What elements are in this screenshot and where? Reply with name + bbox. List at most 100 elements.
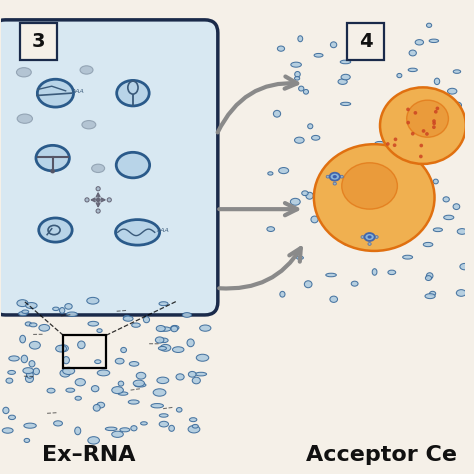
Bar (64, 336, 106, 368)
Ellipse shape (17, 114, 33, 123)
Ellipse shape (340, 60, 351, 64)
Ellipse shape (39, 218, 72, 242)
Ellipse shape (24, 423, 36, 428)
Ellipse shape (2, 428, 13, 433)
Ellipse shape (116, 219, 160, 245)
Ellipse shape (97, 370, 110, 376)
Ellipse shape (386, 142, 390, 146)
Ellipse shape (273, 110, 281, 117)
Ellipse shape (195, 372, 207, 376)
Ellipse shape (171, 326, 179, 330)
Ellipse shape (159, 338, 168, 343)
Ellipse shape (192, 377, 201, 384)
Ellipse shape (97, 402, 105, 408)
Ellipse shape (306, 192, 313, 199)
Ellipse shape (453, 102, 462, 108)
FancyBboxPatch shape (347, 23, 384, 60)
Text: Ex–RNA: Ex–RNA (42, 445, 136, 465)
Ellipse shape (151, 403, 164, 408)
Ellipse shape (432, 121, 436, 125)
Ellipse shape (18, 311, 27, 316)
Ellipse shape (158, 346, 166, 350)
Ellipse shape (136, 372, 146, 379)
Ellipse shape (436, 107, 439, 110)
Ellipse shape (340, 175, 343, 178)
Ellipse shape (407, 100, 448, 137)
Ellipse shape (296, 256, 303, 259)
Ellipse shape (87, 297, 99, 304)
Ellipse shape (29, 361, 35, 367)
FancyArrowPatch shape (219, 203, 297, 215)
Ellipse shape (24, 438, 30, 442)
Ellipse shape (182, 313, 191, 317)
Ellipse shape (341, 214, 347, 218)
Ellipse shape (429, 39, 438, 43)
Ellipse shape (406, 108, 410, 111)
Ellipse shape (437, 145, 446, 150)
Ellipse shape (118, 392, 128, 395)
Ellipse shape (188, 426, 200, 433)
FancyBboxPatch shape (0, 20, 218, 315)
Ellipse shape (129, 362, 139, 366)
Ellipse shape (425, 275, 431, 281)
Ellipse shape (267, 227, 274, 231)
Ellipse shape (80, 66, 93, 74)
Ellipse shape (460, 264, 469, 270)
Ellipse shape (326, 273, 337, 277)
Ellipse shape (365, 223, 375, 227)
Ellipse shape (388, 270, 396, 274)
Ellipse shape (123, 315, 130, 320)
Ellipse shape (91, 164, 105, 173)
Ellipse shape (176, 408, 182, 412)
Ellipse shape (88, 321, 99, 326)
Ellipse shape (159, 414, 168, 417)
Ellipse shape (420, 146, 426, 151)
Ellipse shape (427, 273, 433, 279)
Ellipse shape (291, 198, 300, 205)
Ellipse shape (155, 337, 164, 343)
Ellipse shape (200, 325, 211, 331)
Ellipse shape (311, 216, 318, 223)
Ellipse shape (396, 131, 402, 137)
Ellipse shape (75, 396, 82, 400)
Ellipse shape (415, 40, 424, 45)
Ellipse shape (93, 404, 100, 411)
Ellipse shape (422, 129, 425, 133)
Ellipse shape (291, 62, 301, 67)
Ellipse shape (393, 143, 396, 147)
Ellipse shape (78, 341, 85, 349)
Ellipse shape (367, 236, 372, 238)
Ellipse shape (302, 191, 308, 196)
Ellipse shape (36, 146, 69, 171)
Ellipse shape (75, 427, 81, 435)
Ellipse shape (112, 387, 123, 393)
Ellipse shape (176, 374, 184, 380)
Ellipse shape (330, 296, 337, 302)
Ellipse shape (63, 367, 75, 374)
Ellipse shape (308, 124, 313, 129)
Ellipse shape (60, 369, 70, 377)
Ellipse shape (50, 169, 55, 173)
Ellipse shape (47, 388, 55, 393)
Ellipse shape (121, 347, 127, 353)
Ellipse shape (333, 175, 337, 178)
Ellipse shape (33, 368, 39, 374)
Ellipse shape (117, 81, 149, 106)
Ellipse shape (26, 302, 37, 309)
Ellipse shape (268, 172, 273, 175)
Ellipse shape (159, 302, 168, 306)
Ellipse shape (159, 421, 169, 427)
Ellipse shape (60, 308, 65, 313)
Ellipse shape (411, 132, 415, 136)
Ellipse shape (443, 197, 449, 202)
Ellipse shape (294, 137, 304, 143)
Ellipse shape (389, 108, 394, 112)
Ellipse shape (357, 173, 365, 180)
Ellipse shape (413, 111, 417, 115)
Text: AAA: AAA (72, 89, 84, 94)
Ellipse shape (361, 236, 364, 238)
Ellipse shape (408, 68, 417, 72)
Ellipse shape (347, 182, 354, 188)
Ellipse shape (97, 329, 102, 332)
Ellipse shape (342, 163, 397, 209)
